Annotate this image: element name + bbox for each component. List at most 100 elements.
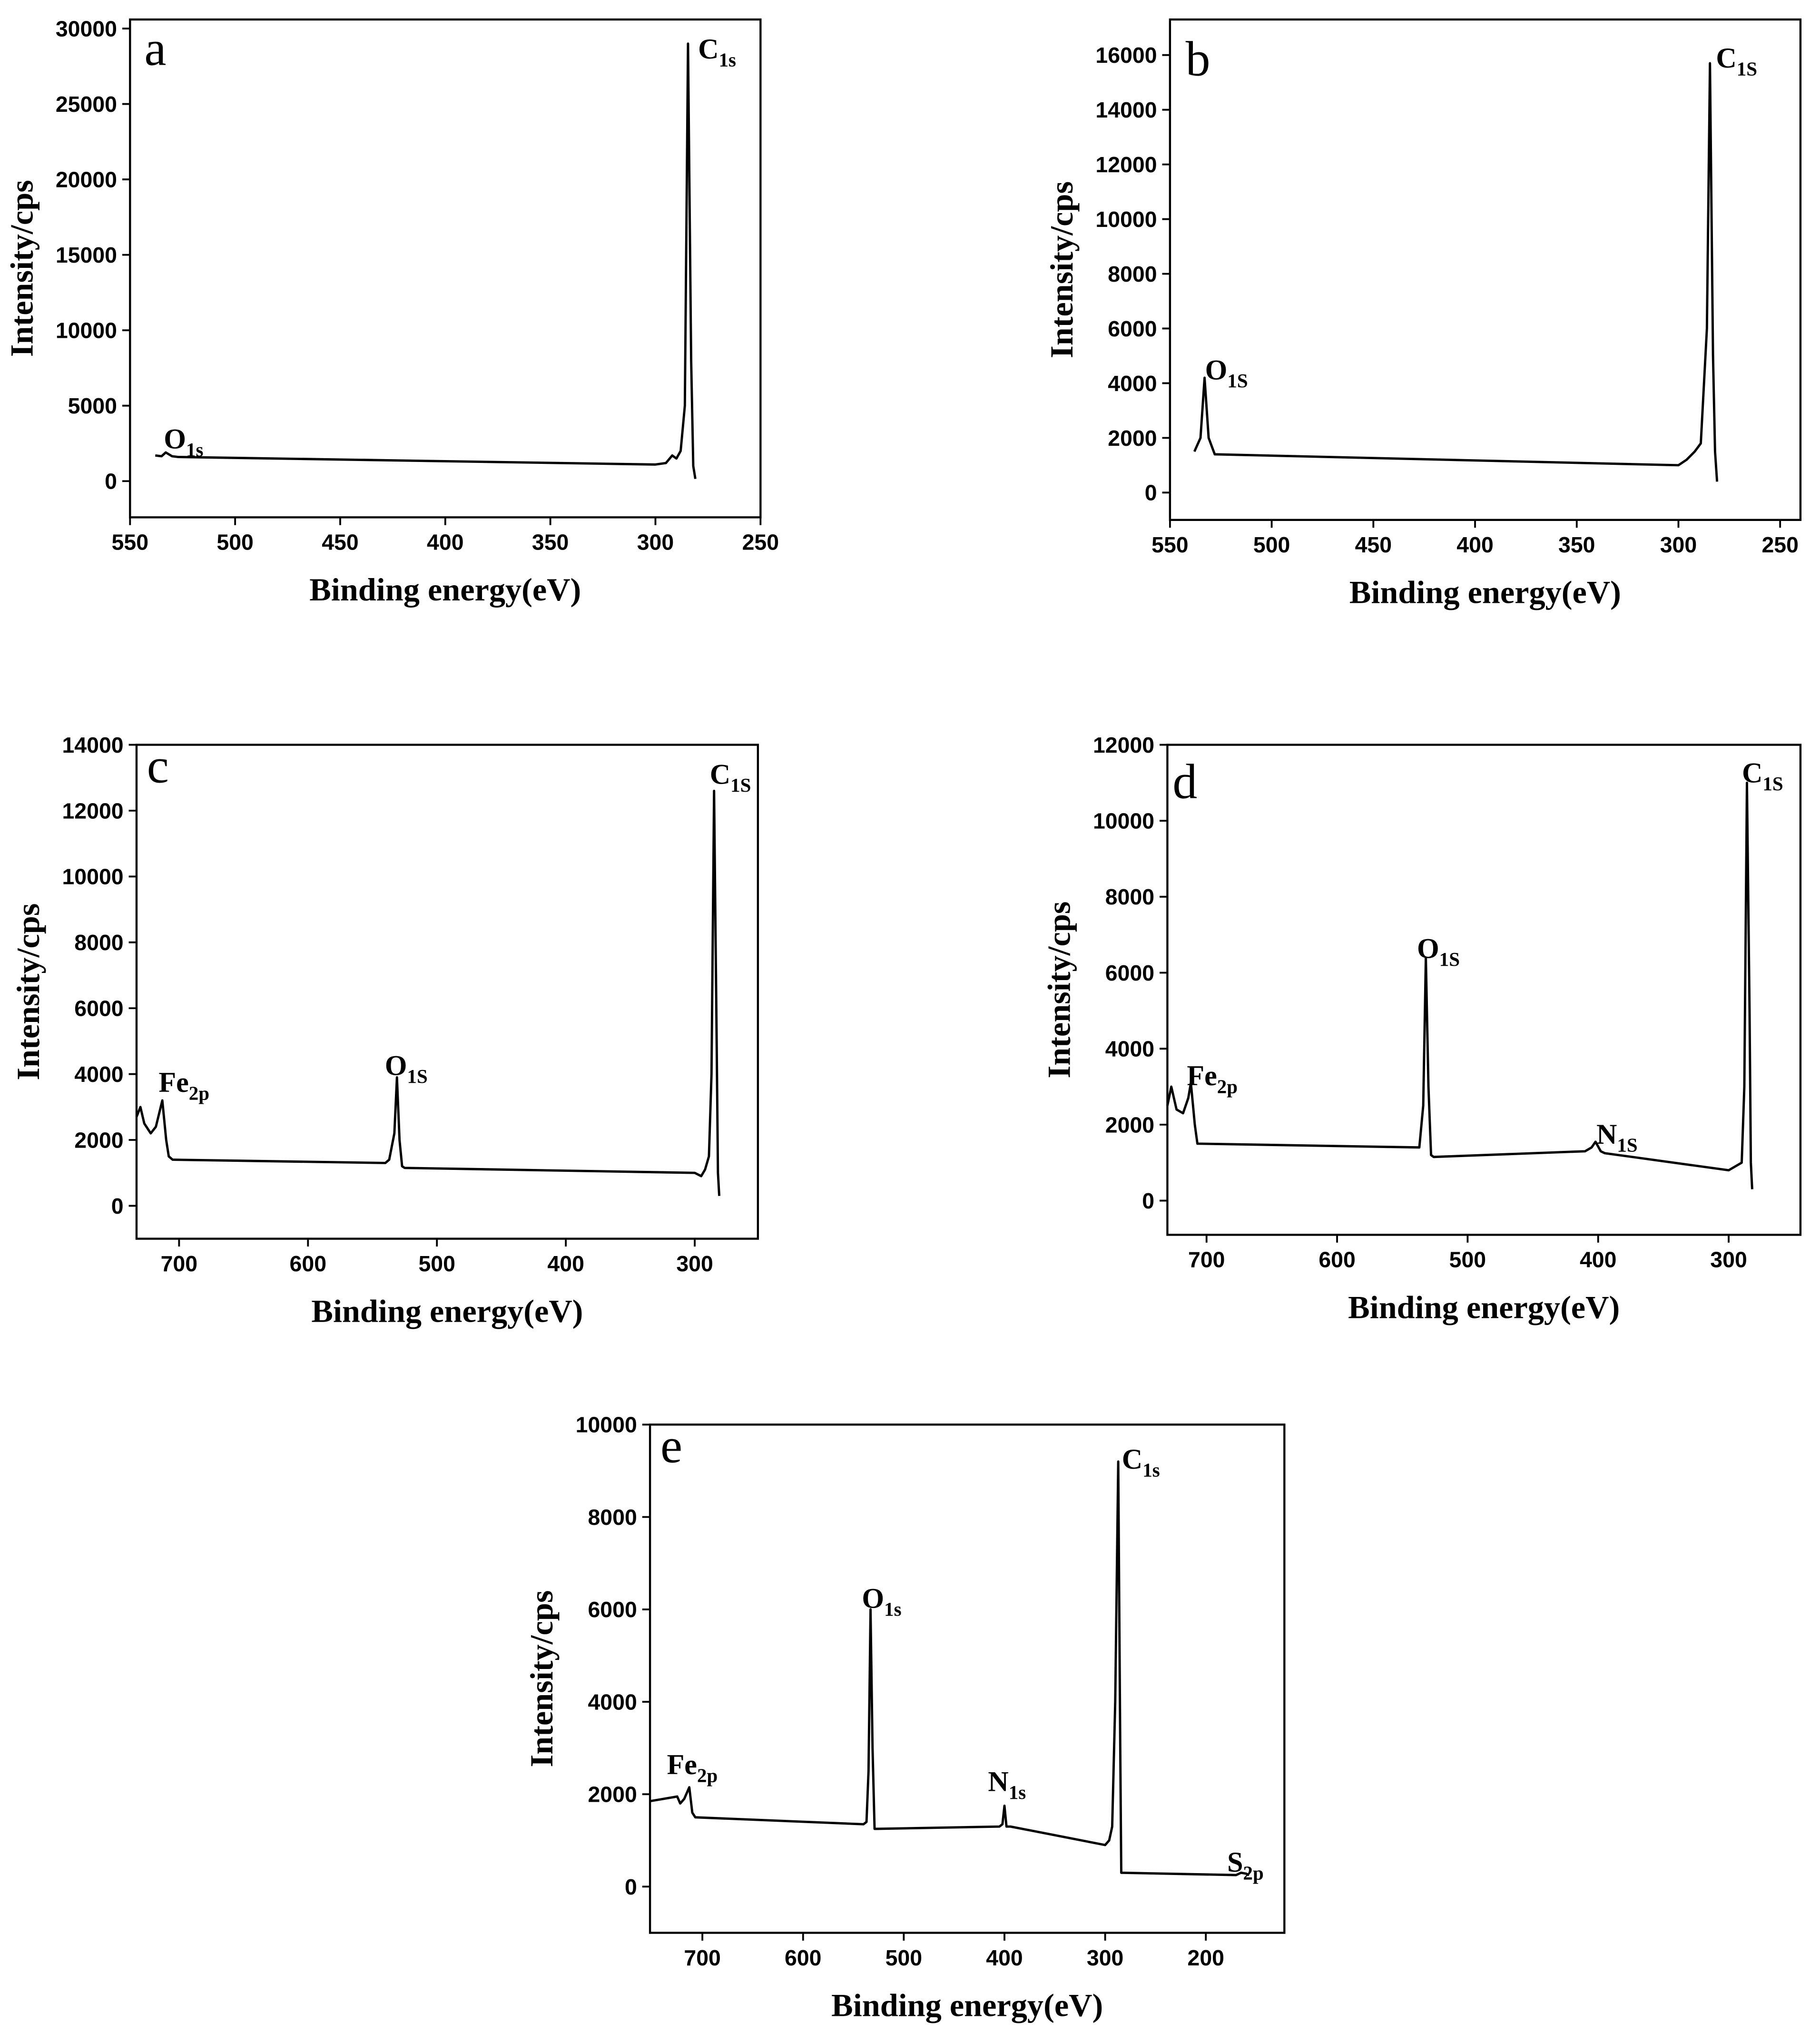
- y-axis-title: Intensity/cps: [1043, 181, 1080, 358]
- peak-label: C1S: [1716, 42, 1757, 79]
- y-tick-label: 25000: [56, 92, 117, 117]
- plot-frame: [1169, 18, 1802, 521]
- x-axis-title: Binding energy(eV): [1349, 574, 1621, 610]
- panel-letter: c: [147, 739, 169, 794]
- x-tick-label: 450: [322, 530, 358, 555]
- peak-label: S2p: [1227, 1846, 1264, 1884]
- y-tick-label: 6000: [1108, 316, 1157, 341]
- peak-orbital: 1s: [186, 439, 203, 461]
- x-tick-label: 700: [684, 1945, 720, 1970]
- peak-label: N1s: [988, 1766, 1026, 1803]
- peak-element: Fe: [158, 1067, 188, 1099]
- x-tick-label: 300: [1087, 1945, 1123, 1970]
- chart-panel: 0 5000 10000 15000 20000 25000 30000 550 500 450 4…: [3, 16, 779, 608]
- x-tick-label: 400: [986, 1945, 1023, 1970]
- plot-frame: [129, 18, 762, 519]
- panel-letter: a: [144, 21, 166, 76]
- y-tick-label: 10000: [1093, 809, 1154, 834]
- peak-orbital: 1S: [1737, 58, 1757, 79]
- peak-label: C1s: [698, 33, 736, 70]
- y-tick-label: 8000: [1108, 262, 1157, 286]
- x-axis-title: Binding energy(eV): [1348, 1289, 1620, 1325]
- y-tick-label: 0: [105, 469, 117, 494]
- peak-orbital: 1S: [1617, 1134, 1637, 1156]
- peak-label: O1S: [385, 1050, 428, 1087]
- y-tick-label: 8000: [1105, 884, 1154, 909]
- y-tick-label: 4000: [1108, 371, 1157, 396]
- peak-element: O: [164, 423, 186, 455]
- x-tick-label: 400: [1456, 532, 1493, 557]
- peak-element: C: [698, 33, 718, 65]
- peak-orbital: 1s: [1142, 1459, 1160, 1481]
- peak-element: S: [1227, 1846, 1243, 1878]
- y-tick-label: 10000: [1095, 207, 1157, 232]
- x-tick-label: 500: [885, 1945, 922, 1970]
- peak-element: C: [1742, 757, 1762, 789]
- x-tick-label: 500: [418, 1251, 455, 1276]
- y-tick-label: 4000: [74, 1062, 123, 1087]
- x-tick-label: 200: [1188, 1945, 1224, 1970]
- y-tick-label: 30000: [56, 16, 117, 41]
- peak-element: O: [1205, 354, 1228, 386]
- peak-orbital: 1S: [1227, 370, 1248, 392]
- y-tick-label: 10000: [56, 318, 117, 343]
- y-tick-label: 6000: [74, 996, 123, 1021]
- peak-element: N: [988, 1766, 1008, 1798]
- peak-label: N1S: [1596, 1119, 1638, 1156]
- x-axis-title: Binding energy(eV): [311, 1293, 583, 1329]
- peak-orbital: 1S: [730, 774, 751, 796]
- x-tick-label: 500: [216, 530, 253, 555]
- peak-orbital: 1S: [1762, 773, 1783, 795]
- x-tick-label: 300: [1710, 1247, 1747, 1272]
- x-tick-label: 700: [1188, 1247, 1225, 1272]
- x-tick-label: 300: [1660, 532, 1697, 557]
- x-axis-title: Binding energy(eV): [831, 1987, 1103, 2023]
- x-tick-label: 300: [637, 530, 674, 555]
- peak-orbital: 1s: [1009, 1781, 1026, 1803]
- x-axis-title: Binding energy(eV): [309, 571, 581, 608]
- y-tick-label: 8000: [74, 930, 123, 955]
- peak-label: C1S: [1742, 757, 1783, 795]
- x-tick-label: 250: [742, 530, 779, 555]
- y-tick-label: 0: [625, 1875, 637, 1899]
- peak-element: C: [1122, 1443, 1142, 1475]
- x-tick-label: 600: [1318, 1247, 1355, 1272]
- y-tick-label: 2000: [74, 1128, 123, 1152]
- x-tick-label: 250: [1761, 532, 1798, 557]
- chart-panel: 0 2000 4000 6000 8000 10000 12000 14000 16000 550…: [1043, 18, 1802, 610]
- y-tick-label: 8000: [588, 1505, 637, 1530]
- y-tick-label: 20000: [56, 167, 117, 192]
- y-axis-title: Intensity/cps: [10, 903, 46, 1080]
- y-tick-label: 6000: [1105, 961, 1154, 985]
- y-tick-label: 0: [1142, 1188, 1154, 1213]
- peak-label: Fe2p: [667, 1749, 718, 1786]
- x-tick-label: 400: [547, 1251, 584, 1276]
- peak-label: O1s: [164, 423, 203, 461]
- y-tick-label: 12000: [1093, 733, 1154, 757]
- peak-orbital: 1s: [719, 49, 736, 70]
- y-tick-label: 14000: [1095, 98, 1157, 122]
- chart-panel: 0 2000 4000 6000 8000 10000 12000 14000 700 600 50…: [10, 733, 759, 1329]
- peak-label: C1s: [1122, 1443, 1160, 1481]
- y-tick-label: 15000: [56, 243, 117, 267]
- spectrum-line: [135, 789, 721, 1196]
- peak-label: Fe2p: [158, 1067, 209, 1104]
- x-tick-label: 500: [1449, 1247, 1486, 1272]
- spectrum-line: [1193, 62, 1719, 482]
- chart-panel: 0 2000 4000 6000 8000 10000 12000 700 600 500 400 3…: [1041, 733, 1802, 1325]
- peak-label: O1S: [1205, 354, 1248, 392]
- panel-letter: b: [1186, 31, 1210, 86]
- peak-element: O: [385, 1050, 407, 1081]
- peak-orbital: 2p: [697, 1765, 718, 1787]
- y-tick-label: 14000: [62, 733, 123, 757]
- peak-orbital: 2p: [189, 1082, 209, 1104]
- y-axis-title: Intensity/cps: [3, 180, 39, 357]
- peak-element: C: [1716, 42, 1736, 74]
- x-tick-label: 350: [532, 530, 569, 555]
- chart-panel: 0 2000 4000 6000 8000 10000 700 600 500 400 300 200…: [523, 1413, 1286, 2023]
- peak-label: O1S: [1417, 933, 1460, 970]
- peak-orbital: 2p: [1243, 1862, 1264, 1884]
- y-tick-label: 4000: [1105, 1037, 1154, 1061]
- peak-element: O: [1417, 933, 1439, 964]
